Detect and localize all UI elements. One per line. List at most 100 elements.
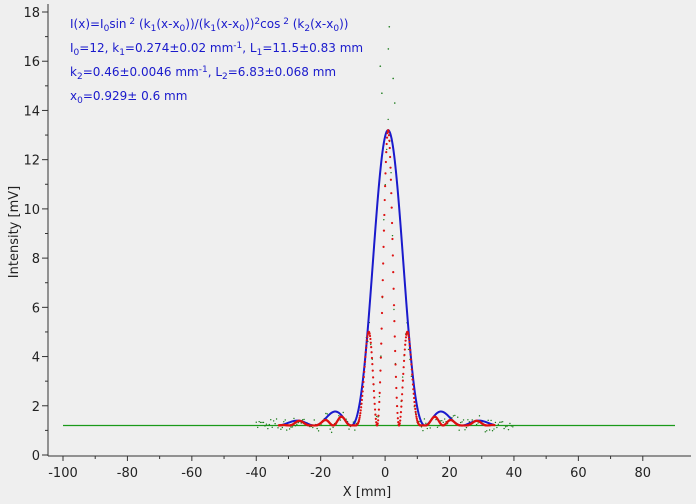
x-tick-label: -60 [181, 466, 202, 481]
fit-point [379, 369, 382, 372]
data-point [293, 417, 295, 420]
fit-point [380, 311, 384, 315]
fit-point [381, 279, 384, 282]
fit-point [360, 402, 363, 405]
data-point [286, 429, 288, 431]
fit-point [360, 406, 363, 409]
data-point [313, 419, 315, 421]
fit-point [409, 358, 413, 361]
data-point [491, 430, 494, 432]
fit-point [385, 142, 388, 146]
fit-point [399, 410, 403, 414]
data-point [370, 343, 372, 346]
data-point [477, 422, 479, 424]
fit-point [362, 375, 365, 379]
data-point [509, 422, 511, 425]
fit-point [413, 400, 416, 404]
fit-point [363, 370, 366, 373]
fit-point [369, 341, 372, 344]
fit-point [368, 334, 372, 338]
data-point [300, 422, 302, 424]
fit-point [395, 404, 399, 408]
y-tick-label: 4 [32, 351, 40, 366]
data-point [262, 421, 265, 424]
fit-point [365, 339, 369, 342]
fit-point [399, 415, 402, 418]
fit-point [373, 402, 376, 405]
data-point [454, 414, 456, 417]
data-point [503, 427, 505, 430]
fit-point [379, 356, 382, 359]
fit-point [376, 424, 379, 427]
data-point [510, 425, 513, 427]
data-point [388, 25, 391, 28]
fit-point [391, 254, 394, 257]
fit-point [396, 417, 399, 420]
data-point [438, 425, 440, 427]
data-point [512, 426, 514, 428]
fit-point [404, 336, 408, 339]
data-point [284, 419, 286, 421]
data-point [261, 421, 263, 424]
fit-point [359, 409, 362, 412]
fit-point [390, 206, 393, 209]
fit-point [358, 418, 361, 421]
fit-point [389, 166, 392, 169]
fit-point [392, 271, 395, 274]
fit-point [407, 334, 410, 338]
data-point [275, 418, 278, 420]
data-point [255, 421, 257, 423]
data-point [354, 429, 356, 431]
fit-point [409, 348, 412, 352]
data-point [425, 422, 427, 424]
data-point [429, 427, 431, 429]
data-point [264, 425, 266, 427]
data-point [494, 421, 497, 424]
fit-point [400, 405, 403, 408]
data-point [387, 48, 390, 50]
fit-point [394, 363, 397, 366]
fit-point [365, 342, 368, 345]
data-point [457, 416, 459, 418]
data-point [488, 429, 491, 431]
fit-point [371, 369, 374, 372]
data-point [268, 423, 271, 426]
data-point [291, 426, 294, 428]
fit-point [383, 198, 386, 202]
fit-point [389, 155, 392, 159]
data-point [280, 428, 282, 430]
data-point [401, 376, 404, 378]
data-point [387, 118, 389, 121]
data-point [381, 92, 383, 95]
series-fit-points [277, 129, 496, 427]
data-point [504, 426, 507, 428]
fit-point [387, 134, 391, 137]
fit-point [402, 366, 405, 369]
data-point [499, 421, 501, 423]
x-tick-label: 40 [506, 466, 523, 481]
data-point [390, 171, 392, 174]
fit-point [388, 139, 391, 142]
fit-point [401, 386, 404, 389]
fit-point [387, 130, 390, 133]
data-point [461, 421, 463, 423]
data-point [288, 428, 291, 430]
fit-point [411, 383, 415, 386]
data-point [496, 426, 498, 429]
data-point [271, 426, 273, 429]
data-point [294, 425, 297, 427]
data-point [339, 419, 342, 421]
data-point [342, 411, 344, 414]
fit-point [385, 151, 388, 154]
data-point [386, 148, 388, 151]
data-point [497, 423, 500, 426]
fit-point [414, 413, 418, 416]
data-point [259, 421, 262, 424]
fit-point [388, 146, 391, 150]
x-tick-label: 80 [635, 466, 652, 481]
fit-point [374, 413, 377, 416]
fit-point [412, 388, 415, 391]
data-point [329, 428, 331, 430]
fit-point [377, 414, 380, 417]
data-point [296, 423, 298, 426]
